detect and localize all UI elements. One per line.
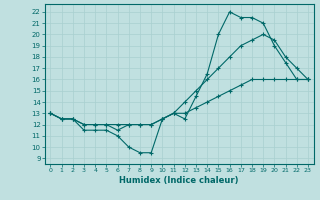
- X-axis label: Humidex (Indice chaleur): Humidex (Indice chaleur): [119, 176, 239, 185]
